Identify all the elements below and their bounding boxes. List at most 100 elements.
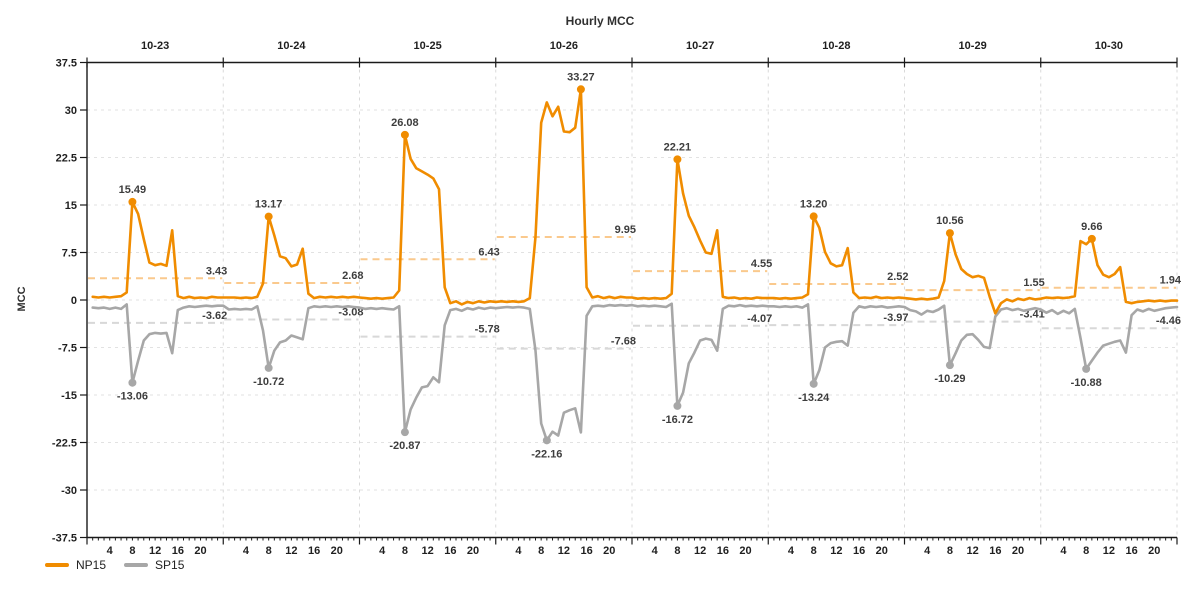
y-tick-label: -37.5 (52, 533, 77, 545)
np15-peak-marker (576, 85, 585, 94)
y-tick-label: -7.5 (58, 343, 77, 355)
sp15-trough-marker (400, 428, 409, 437)
sp15-trough-label: -10.88 (1071, 377, 1102, 389)
legend: NP15 SP15 (45, 558, 184, 572)
hour-tick-label: 20 (603, 545, 615, 557)
np15-daily-avg-label: 2.68 (342, 270, 363, 282)
np15-peak-label: 26.08 (391, 117, 419, 129)
hour-tick-label: 20 (331, 545, 343, 557)
sp15-trough-label: -13.24 (798, 392, 830, 404)
np15-peak-marker (1087, 234, 1096, 243)
day-label-10-26: 10-26 (550, 40, 578, 52)
np15-daily-avg-label: 1.94 (1160, 275, 1182, 287)
y-tick-label: -15 (61, 390, 77, 402)
day-label-10-29: 10-29 (959, 40, 987, 52)
hour-tick-label: 12 (149, 545, 161, 557)
sp15-trough-label: -10.72 (253, 376, 284, 388)
np15-line (91, 88, 1179, 315)
hour-tick-label: 20 (1148, 545, 1160, 557)
np15-daily-avg-label: 1.55 (1023, 277, 1044, 289)
hour-tick-label: 8 (1083, 545, 1089, 557)
legend-label-np15: NP15 (76, 558, 107, 572)
sp15-daily-avg-label: -4.46 (1156, 315, 1181, 327)
y-tick-label: 30 (65, 105, 77, 117)
hour-tick-label: 4 (243, 545, 250, 557)
sp15-trough-marker (945, 361, 954, 370)
sp15-trough-marker (542, 436, 551, 445)
hour-tick-label: 12 (694, 545, 706, 557)
hour-tick-label: 8 (811, 545, 817, 557)
hour-tick-label: 12 (558, 545, 570, 557)
hour-tick-label: 8 (129, 545, 135, 557)
hour-tick-label: 12 (285, 545, 297, 557)
np15-line-swatch (45, 563, 69, 567)
np15-peak-marker (945, 229, 954, 238)
sp15-daily-avg-label: -3.97 (883, 312, 908, 324)
day-label-10-28: 10-28 (822, 40, 850, 52)
hour-tick-label: 8 (674, 545, 680, 557)
sp15-trough-label: -22.16 (531, 448, 562, 460)
hour-tick-label: 12 (830, 545, 842, 557)
day-label-10-25: 10-25 (414, 40, 442, 52)
sp15-trough-marker (128, 378, 137, 387)
legend-item-sp15[interactable]: SP15 (124, 558, 184, 572)
np15-peak-marker (673, 155, 682, 164)
np15-peak-marker (400, 130, 409, 139)
hour-tick-label: 16 (1125, 545, 1137, 557)
y-tick-label: 22.5 (56, 153, 77, 165)
hour-tick-label: 12 (967, 545, 979, 557)
sp15-trough-marker (264, 363, 273, 372)
legend-label-sp15: SP15 (155, 558, 185, 572)
np15-daily-avg-label: 2.52 (887, 271, 908, 283)
sp15-trough-label: -16.72 (662, 414, 693, 426)
hour-tick-label: 20 (194, 545, 206, 557)
np15-daily-avg-label: 9.95 (615, 224, 636, 236)
day-label-10-23: 10-23 (141, 40, 169, 52)
hour-tick-label: 4 (379, 545, 386, 557)
sp15-trough-marker (673, 401, 682, 410)
legend-item-np15[interactable]: NP15 (45, 558, 106, 572)
day-label-10-24: 10-24 (277, 40, 306, 52)
np15-peak-label: 13.20 (800, 198, 828, 210)
hour-tick-label: 16 (717, 545, 729, 557)
hour-tick-label: 16 (308, 545, 320, 557)
hour-tick-label: 16 (853, 545, 865, 557)
sp15-trough-label: -10.29 (934, 373, 965, 385)
hour-tick-label: 12 (1103, 545, 1115, 557)
np15-peak-label: 15.49 (119, 184, 147, 196)
np15-daily-avg-label: 6.43 (478, 246, 499, 258)
sp15-daily-avg-label: -3.62 (202, 310, 227, 322)
hour-tick-label: 4 (652, 545, 659, 557)
np15-daily-avg-label: 4.55 (751, 258, 772, 270)
np15-peak-marker (809, 212, 818, 221)
hour-tick-label: 8 (266, 545, 272, 557)
y-tick-label: 15 (65, 200, 77, 212)
hour-tick-label: 20 (876, 545, 888, 557)
sp15-daily-avg-label: -3.08 (338, 307, 363, 319)
hour-tick-label: 4 (515, 545, 522, 557)
np15-peak-label: 22.21 (664, 141, 692, 153)
sp15-trough-marker (809, 379, 818, 388)
hour-tick-label: 20 (739, 545, 751, 557)
y-tick-label: 37.5 (56, 58, 77, 70)
day-label-10-30: 10-30 (1095, 40, 1123, 52)
hour-tick-label: 4 (924, 545, 931, 557)
sp15-trough-label: -20.87 (389, 440, 420, 452)
hour-tick-label: 16 (989, 545, 1001, 557)
np15-peak-marker (128, 197, 137, 206)
hour-tick-label: 20 (1012, 545, 1024, 557)
hour-tick-label: 4 (1060, 545, 1067, 557)
sp15-daily-avg-label: -7.68 (611, 336, 636, 348)
hour-tick-label: 8 (538, 545, 544, 557)
hour-tick-label: 8 (947, 545, 953, 557)
hour-tick-label: 12 (422, 545, 434, 557)
sp15-daily-avg-label: -5.78 (475, 324, 500, 336)
hour-tick-label: 16 (444, 545, 456, 557)
sp15-trough-marker (1082, 364, 1091, 373)
y-tick-label: -30 (61, 485, 77, 497)
hour-tick-label: 20 (467, 545, 479, 557)
hour-tick-label: 4 (107, 545, 114, 557)
sp15-daily-avg-label: -4.07 (747, 313, 772, 325)
